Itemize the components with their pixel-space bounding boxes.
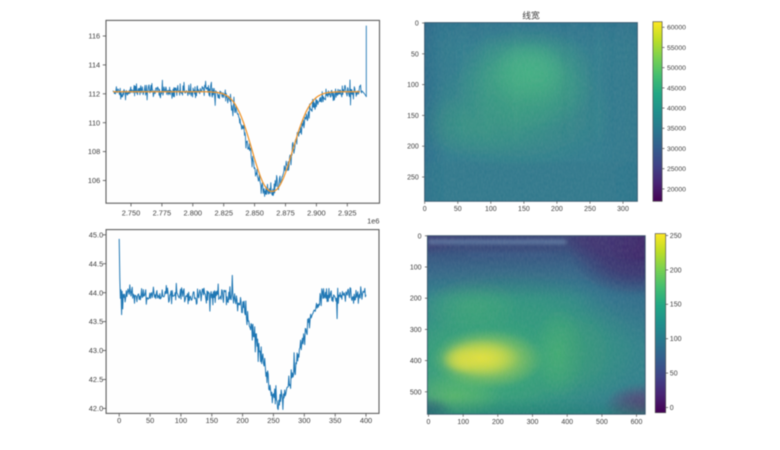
svg-text:100: 100 <box>407 82 419 89</box>
svg-text:250: 250 <box>407 175 419 182</box>
svg-text:45000: 45000 <box>667 85 686 92</box>
svg-text:110: 110 <box>88 118 100 127</box>
svg-text:1e6: 1e6 <box>367 217 379 226</box>
svg-text:350: 350 <box>329 416 341 425</box>
svg-text:300: 300 <box>298 416 310 425</box>
svg-text:0: 0 <box>670 405 674 412</box>
svg-text:500: 500 <box>410 389 422 396</box>
svg-text:43.0: 43.0 <box>89 346 103 355</box>
svg-text:200: 200 <box>670 267 682 274</box>
svg-text:116: 116 <box>88 32 100 41</box>
svg-text:44.5: 44.5 <box>89 259 103 268</box>
svg-text:500: 500 <box>596 419 608 426</box>
svg-text:150: 150 <box>407 113 419 120</box>
svg-text:35000: 35000 <box>667 126 686 133</box>
svg-text:150: 150 <box>670 302 682 309</box>
svg-text:400: 400 <box>561 419 573 426</box>
svg-text:0: 0 <box>117 416 121 425</box>
svg-text:50: 50 <box>146 416 154 425</box>
svg-text:0: 0 <box>418 233 422 240</box>
svg-text:60000: 60000 <box>667 25 686 32</box>
svg-text:2.800: 2.800 <box>184 208 203 217</box>
svg-text:50000: 50000 <box>667 65 686 72</box>
svg-text:2.925: 2.925 <box>338 208 357 217</box>
svg-text:114: 114 <box>88 61 100 70</box>
svg-text:106: 106 <box>88 176 100 185</box>
svg-text:200: 200 <box>407 144 419 151</box>
svg-text:250: 250 <box>670 233 682 240</box>
svg-text:0: 0 <box>427 419 431 426</box>
svg-text:200: 200 <box>551 206 563 213</box>
svg-text:200: 200 <box>410 296 422 303</box>
svg-text:200: 200 <box>236 416 248 425</box>
svg-text:25000: 25000 <box>667 166 686 173</box>
svg-text:43.5: 43.5 <box>89 317 103 326</box>
svg-text:20000: 20000 <box>667 186 686 193</box>
svg-text:50: 50 <box>670 371 678 378</box>
svg-text:100: 100 <box>175 416 187 425</box>
svg-text:300: 300 <box>410 327 422 334</box>
svg-text:50: 50 <box>411 51 419 58</box>
svg-text:40000: 40000 <box>667 106 686 113</box>
svg-text:600: 600 <box>631 419 643 426</box>
svg-text:100: 100 <box>485 206 497 213</box>
svg-text:线宽: 线宽 <box>522 10 540 21</box>
svg-text:2.825: 2.825 <box>214 208 233 217</box>
svg-text:2.750: 2.750 <box>122 208 141 217</box>
svg-text:0: 0 <box>415 21 419 28</box>
svg-text:42.5: 42.5 <box>89 375 103 384</box>
svg-text:250: 250 <box>584 206 596 213</box>
svg-text:30000: 30000 <box>667 146 686 153</box>
svg-text:2.875: 2.875 <box>276 208 295 217</box>
svg-text:108: 108 <box>88 147 100 156</box>
svg-text:100: 100 <box>457 419 469 426</box>
svg-text:300: 300 <box>527 419 539 426</box>
svg-text:100: 100 <box>670 336 682 343</box>
svg-text:2.900: 2.900 <box>307 208 326 217</box>
svg-text:44.0: 44.0 <box>89 288 103 297</box>
svg-text:200: 200 <box>492 419 504 426</box>
svg-text:250: 250 <box>267 416 279 425</box>
svg-text:150: 150 <box>206 416 218 425</box>
svg-text:2.775: 2.775 <box>153 208 172 217</box>
svg-text:150: 150 <box>518 206 530 213</box>
svg-text:0: 0 <box>423 206 427 213</box>
svg-text:45.0: 45.0 <box>89 230 103 239</box>
svg-text:55000: 55000 <box>667 45 686 52</box>
svg-text:400: 400 <box>360 416 372 425</box>
svg-text:2.850: 2.850 <box>245 208 264 217</box>
svg-text:42.0: 42.0 <box>89 404 103 413</box>
svg-text:100: 100 <box>410 265 422 272</box>
svg-text:400: 400 <box>410 358 422 365</box>
svg-text:300: 300 <box>617 206 629 213</box>
svg-text:50: 50 <box>454 206 462 213</box>
svg-text:112: 112 <box>88 89 100 98</box>
